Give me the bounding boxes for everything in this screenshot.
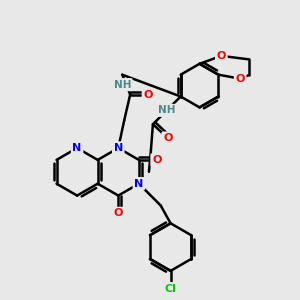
Text: O: O <box>236 74 245 84</box>
Text: NH: NH <box>113 80 131 90</box>
Text: O: O <box>163 133 172 143</box>
Text: NH: NH <box>158 105 175 116</box>
Text: O: O <box>217 51 226 61</box>
Text: O: O <box>143 89 153 100</box>
Text: Cl: Cl <box>165 284 176 294</box>
Text: O: O <box>152 155 161 165</box>
Text: N: N <box>134 179 143 189</box>
Text: N: N <box>114 143 123 153</box>
Text: O: O <box>114 208 123 218</box>
Text: N: N <box>73 143 82 153</box>
